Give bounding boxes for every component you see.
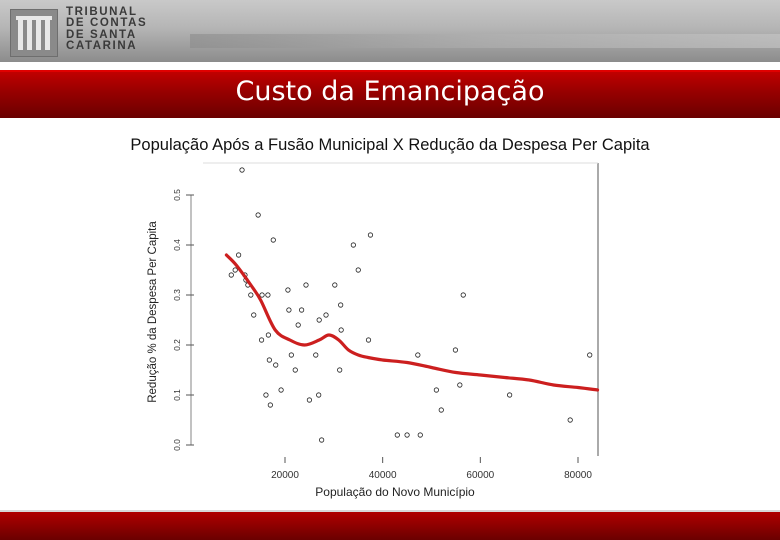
data-point (332, 282, 338, 288)
data-point (452, 347, 459, 353)
x-tick-label: 60000 (466, 470, 494, 481)
data-point (306, 397, 313, 403)
data-point (365, 337, 372, 343)
data-point (587, 352, 593, 358)
data-point (367, 232, 374, 238)
logo-line-1: TRIBUNAL (66, 6, 138, 18)
data-point (266, 357, 272, 363)
data-point (303, 282, 309, 288)
trend-line-path (224, 253, 600, 392)
chart-title: População Após a Fusão Municipal X Reduç… (130, 136, 650, 154)
data-point (417, 432, 423, 438)
y-tick-label: 0.3 (172, 289, 182, 301)
x-axis: 20000 40000 60000 80000 (271, 457, 592, 481)
logo-line-2: DE CONTAS (66, 17, 148, 30)
data-point (507, 392, 513, 398)
y-tick-label: 0.5 (172, 189, 182, 201)
data-point (350, 242, 356, 248)
footer-divider (0, 510, 780, 512)
data-point (265, 332, 271, 338)
logo-text: TRIBUNAL DE CONTAS DE SANTA CATARINA (66, 6, 186, 52)
y-tick-label: 0.1 (172, 389, 182, 401)
data-point (299, 307, 305, 313)
y-axis: 0.0 0.1 0.2 0.3 0.4 0.5 (172, 189, 194, 451)
logo-line-3: DE SANTA (66, 28, 137, 41)
x-tick-label: 40000 (369, 470, 397, 481)
data-point (460, 292, 466, 298)
data-point (337, 367, 343, 373)
y-axis-label: Redução % da Despesa Per Capita (147, 221, 159, 403)
data-point (338, 327, 344, 333)
x-tick-label: 80000 (564, 470, 592, 481)
data-point (259, 292, 265, 298)
trend-line (224, 253, 600, 392)
header-bar (0, 0, 780, 62)
plot-frame (203, 162, 599, 456)
header-decor-band (190, 34, 780, 48)
data-point (292, 367, 298, 373)
data-point (404, 432, 410, 438)
data-point (267, 402, 273, 408)
data-point (295, 322, 301, 328)
data-point (438, 407, 444, 413)
data-points (228, 167, 593, 443)
data-point (239, 167, 245, 173)
data-point (228, 272, 234, 278)
data-point (251, 312, 257, 318)
data-point (273, 362, 279, 368)
data-point (415, 352, 421, 358)
y-tick-label: 0.2 (172, 339, 182, 351)
tribunal-logo-icon (10, 9, 58, 57)
data-point (316, 317, 322, 323)
title-bar (0, 70, 780, 118)
data-point (323, 312, 329, 318)
x-axis-label: População do Novo Município (315, 485, 475, 499)
y-tick-label: 0.4 (172, 239, 182, 251)
data-point (319, 437, 325, 443)
y-tick-label: 0.0 (172, 439, 182, 451)
data-point (236, 252, 242, 258)
data-point (286, 307, 292, 313)
slide-title: Custo da Emancipação (235, 76, 545, 107)
data-point (457, 382, 463, 388)
data-point (313, 352, 319, 358)
data-point (316, 392, 322, 398)
data-point (248, 292, 254, 298)
data-point (263, 392, 269, 398)
footer-bar (0, 512, 780, 540)
data-point (278, 387, 284, 393)
data-point (232, 267, 238, 273)
data-point (288, 352, 294, 358)
data-point (255, 212, 261, 218)
data-point (394, 432, 400, 438)
data-point (258, 337, 265, 343)
x-tick-label: 20000 (271, 470, 299, 481)
data-point (338, 302, 344, 308)
data-point (285, 287, 291, 293)
data-point (270, 237, 276, 243)
logo-line-4: CATARINA (66, 39, 138, 52)
data-point (355, 267, 361, 273)
data-point (433, 387, 439, 393)
data-point (265, 292, 271, 298)
data-point (567, 417, 573, 423)
